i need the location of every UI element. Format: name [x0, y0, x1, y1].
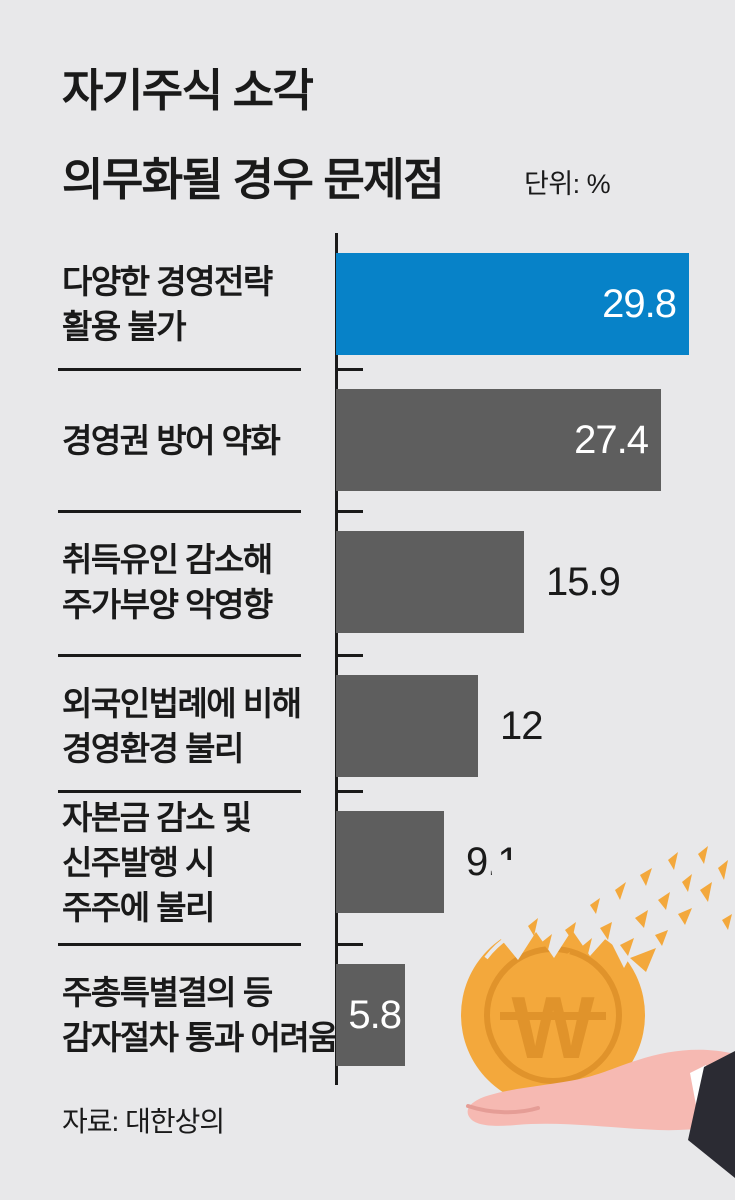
coin-fragments	[528, 846, 732, 976]
page-title: 자기주식 소각 의무화될 경우 문제점	[62, 46, 445, 224]
bar	[336, 675, 478, 777]
category-label-line: 경영권 방어 약화	[62, 421, 281, 459]
bar	[336, 253, 689, 355]
bar-wrap: 29.8	[336, 253, 689, 355]
category-label-line: 주가부양 악영향	[62, 586, 273, 623]
bar-wrap: 5.8	[336, 964, 405, 1066]
axis-tick	[335, 510, 363, 513]
row-separator	[58, 510, 301, 513]
bar-wrap: 12	[336, 675, 543, 777]
bar-wrap: 15.9	[336, 531, 621, 633]
palm-crease	[466, 1104, 540, 1115]
bar-value-label: 12	[500, 703, 543, 748]
bar-value-label: 27.4	[574, 417, 649, 462]
category-label-line: 취득유인 감소해	[62, 541, 273, 578]
category-label-line: 경영환경 불리	[62, 730, 244, 767]
bar-value-label: 5.8	[348, 992, 402, 1037]
bar-wrap: 9.1	[336, 811, 520, 913]
chart-row: 경영권 방어 약화 27.4	[0, 371, 735, 513]
chart-axis-line	[335, 233, 338, 1085]
category-label-line: 주주에 불리	[62, 888, 215, 926]
axis-tick	[335, 943, 363, 946]
won-symbol: W	[511, 978, 594, 1077]
coin-illustration: W	[461, 846, 735, 1178]
category-label-line: 다양한 경영전략	[62, 263, 273, 300]
bar	[336, 964, 405, 1066]
category-label-line: 감자절차 통과 어려움	[62, 1019, 339, 1056]
suit-sleeve	[688, 1051, 735, 1178]
coin: W	[461, 923, 645, 1107]
category-label-line: 주총특별결의 등	[62, 974, 273, 1011]
row-separator	[58, 943, 301, 946]
category-label-line: 신주발행 시	[62, 843, 215, 881]
coin-crack	[484, 926, 527, 960]
bar-value-label: 15.9	[546, 559, 621, 604]
axis-tick	[335, 654, 363, 657]
axis-tick	[335, 368, 363, 371]
row-separator	[58, 790, 301, 793]
axis-tick	[335, 790, 363, 793]
page-title-line-2: 의무화될 경우 문제점	[62, 154, 445, 205]
bar	[336, 811, 444, 913]
bar	[336, 389, 661, 491]
bar	[336, 531, 524, 633]
category-label-line: 외국인법례에 비해	[62, 685, 302, 722]
hand	[466, 1049, 735, 1131]
bar-wrap: 27.4	[336, 389, 661, 491]
unit-label: 단위: %	[524, 169, 611, 199]
row-separator	[58, 368, 301, 371]
category-label-line: 자본금 감소 및	[62, 798, 252, 836]
page-title-line-1: 자기주식 소각	[62, 65, 314, 116]
category-label-line: 활용 불가	[62, 308, 187, 345]
category-label: 경영권 방어 약화	[62, 389, 322, 491]
row-separator	[58, 654, 301, 657]
bar-value-label: 29.8	[602, 281, 677, 326]
source-label: 자료: 대한상의	[62, 1106, 225, 1137]
